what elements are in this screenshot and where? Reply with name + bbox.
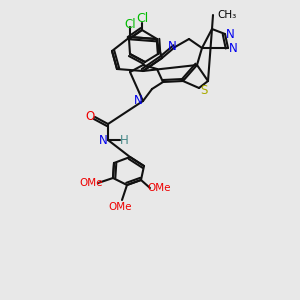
Text: Cl: Cl <box>124 17 136 31</box>
Text: O: O <box>85 110 94 124</box>
Text: N: N <box>226 28 234 40</box>
Text: N: N <box>99 134 107 146</box>
Text: Cl: Cl <box>136 13 148 26</box>
Text: OMe: OMe <box>79 178 103 188</box>
Text: OMe: OMe <box>147 183 171 193</box>
Text: CH₃: CH₃ <box>217 10 236 20</box>
Text: S: S <box>200 83 208 97</box>
Text: N: N <box>134 94 142 107</box>
Text: H: H <box>120 134 128 146</box>
Text: N: N <box>168 40 176 52</box>
Text: OMe: OMe <box>108 202 132 212</box>
Text: N: N <box>229 41 237 55</box>
